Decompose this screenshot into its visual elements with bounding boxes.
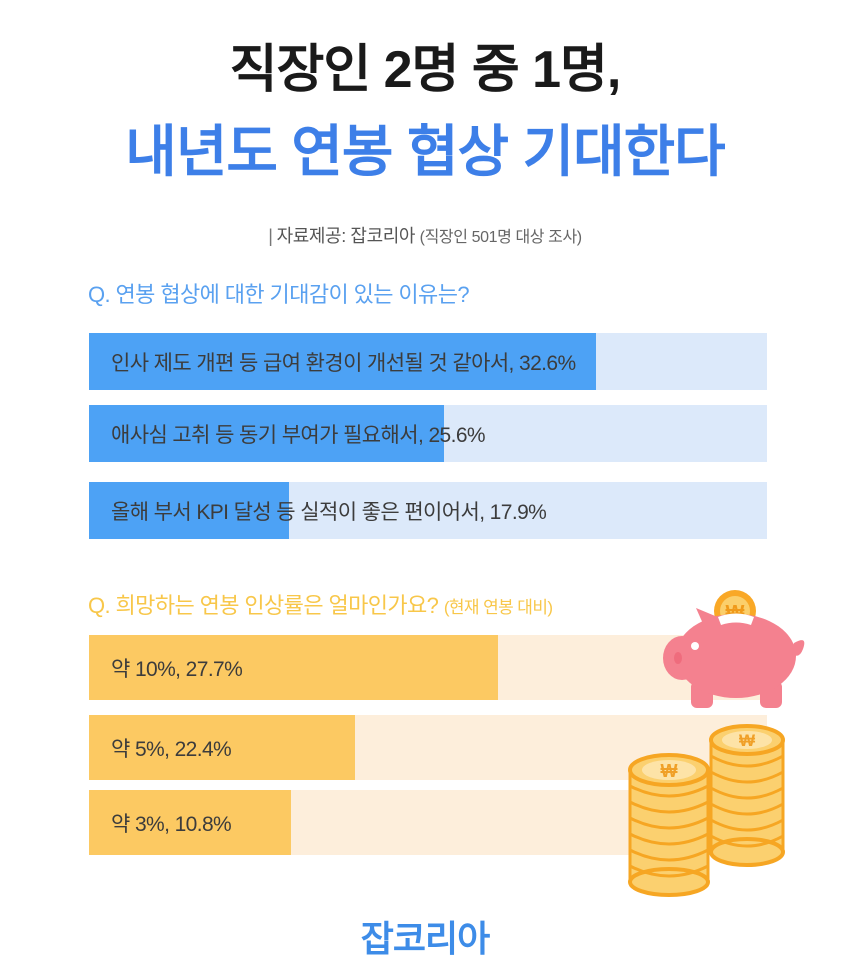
bar-row: 올해 부서 KPI 달성 등 실적이 좋은 편이어서, 17.9% (89, 482, 767, 539)
bar-row: 인사 제도 개편 등 급여 환경이 개선될 것 같아서, 32.6% (89, 333, 767, 390)
jobkorea-logo: 잡코리아 (360, 918, 490, 959)
bar-fill (89, 790, 291, 855)
bar-label: 약 3%, 10.8% (111, 812, 232, 836)
source-sample-note: (직장인 501명 대상 조사) (419, 229, 582, 246)
source-provider: 자료제공: 잡코리아 (276, 226, 416, 246)
bar-fill (89, 635, 498, 700)
bar-row: 약 3%, 10.8% (89, 790, 767, 855)
bar-fill (89, 333, 596, 390)
bar-label: 인사 제도 개편 등 급여 환경이 개선될 것 같아서, 32.6% (111, 351, 576, 375)
bar-label: 올해 부서 KPI 달성 등 실적이 좋은 편이어서, 17.9% (111, 500, 547, 524)
headline-line-1: 직장인 2명 중 1명, (229, 41, 622, 99)
bar-label: 약 5%, 22.4% (111, 737, 232, 761)
bar-row: 애사심 고취 등 동기 부여가 필요해서, 25.6% (89, 405, 767, 462)
question-2-paren: (현재 연봉 대비) (443, 598, 553, 617)
bar-label: 약 10%, 27.7% (111, 657, 243, 681)
headline-line-2: 내년도 연봉 협상 기대한다 (125, 120, 725, 183)
coin-icon: ₩ (714, 590, 756, 632)
bar-fill (89, 482, 289, 539)
bar-label: 애사심 고취 등 동기 부여가 필요해서, 25.6% (111, 423, 486, 447)
question-2-heading: Q. 희망하는 연봉 인상률은 얼마인가요? (현재 연봉 대비) (88, 588, 553, 620)
source-credit: | 자료제공: 잡코리아 (직장인 501명 대상 조사) (0, 222, 850, 248)
svg-text:₩: ₩ (726, 602, 745, 624)
question-1-heading: Q. 연봉 협상에 대한 기대감이 있는 이유는? (88, 282, 470, 307)
bar-fill (89, 405, 444, 462)
question-2-main: Q. 희망하는 연봉 인상률은 얼마인가요? (88, 593, 439, 618)
bar-fill (89, 715, 355, 780)
bar-row: 약 5%, 22.4% (89, 715, 767, 780)
bar-row: 약 10%, 27.7% (89, 635, 767, 700)
source-bar-mark: | (268, 226, 273, 246)
